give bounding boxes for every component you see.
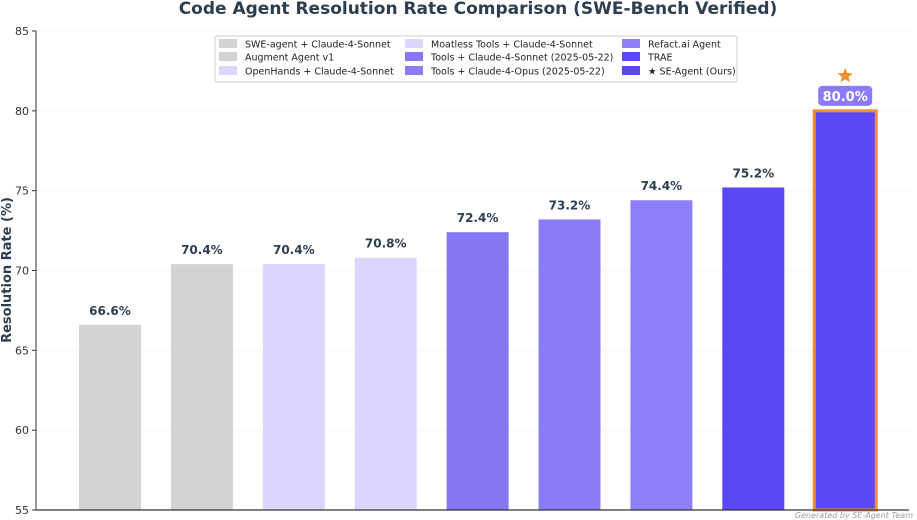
legend-swatch	[219, 66, 237, 75]
bar-value-label: 70.4%	[273, 243, 315, 257]
legend-label: OpenHands + Claude-4-Sonnet	[245, 67, 394, 78]
bar-value-label: 70.8%	[365, 237, 407, 251]
bar	[354, 257, 417, 510]
axes: 55 60 65 70 75 80 85	[15, 25, 909, 517]
bar	[812, 109, 878, 512]
y-tick-label: 60	[15, 424, 29, 437]
y-tick-label: 55	[15, 504, 29, 517]
legend-label: Tools + Claude-4-Opus (2025-05-22)	[430, 67, 605, 78]
legend-swatch	[622, 52, 640, 61]
bar-value-label: 74.4%	[641, 179, 683, 193]
y-tick-label: 65	[15, 344, 29, 357]
legend-box	[214, 35, 738, 83]
y-tick-label: 70	[15, 265, 29, 278]
bar	[262, 264, 325, 510]
footer-credit: Generated by SE-Agent Team	[795, 511, 913, 520]
legend-swatch	[219, 39, 237, 48]
star-icon	[837, 67, 853, 83]
legend-label: Moatless Tools + Claude-4-Sonnet	[431, 40, 593, 51]
legend-swatch	[622, 66, 640, 75]
legend-swatch	[405, 52, 423, 61]
bar-value-label: 66.6%	[89, 304, 131, 318]
legend-label: Augment Agent v1	[245, 53, 334, 64]
legend-label: ★ SE-Agent (Ours)	[648, 67, 736, 78]
highlight-label-box	[818, 85, 873, 106]
legend-swatch	[622, 39, 640, 48]
legend-label: SWE-agent + Claude-4-Sonnet	[245, 40, 391, 51]
bar	[170, 264, 233, 510]
y-tick-label: 75	[15, 185, 29, 198]
bar-value-label: 72.4%	[457, 211, 499, 225]
legend-swatch	[405, 66, 423, 75]
legend-label: TRAE	[647, 53, 673, 64]
legend-swatch	[405, 39, 423, 48]
bar	[79, 324, 141, 510]
legend-swatch	[219, 52, 237, 61]
legend: SWE-agent + Claude-4-Sonnet Augment Agent…	[214, 35, 738, 83]
bar-value-label: 70.4%	[181, 243, 223, 257]
bar	[538, 219, 601, 510]
bar-value-label: 80.0%	[823, 90, 868, 105]
bar	[446, 232, 509, 510]
bars: 66.6% 70.4% 70.4% 70.8% 72.4% 73.2% 74.4% 75.2%…	[79, 67, 878, 512]
bar	[630, 200, 693, 510]
y-tick-label: 80	[15, 105, 29, 118]
bar-value-label: 75.2%	[732, 166, 774, 180]
y-axis-label: Resolution Rate (%)	[0, 197, 15, 343]
legend-label: Refact.ai Agent	[648, 40, 721, 51]
bar-value-label: 73.2%	[549, 198, 591, 212]
legend-label: Tools + Claude-4-Sonnet (2025-05-22)	[430, 53, 613, 64]
bar	[722, 187, 785, 510]
chart-title: Code Agent Resolution Rate Comparison (S…	[179, 0, 778, 19]
y-tick-label: 85	[15, 25, 29, 38]
